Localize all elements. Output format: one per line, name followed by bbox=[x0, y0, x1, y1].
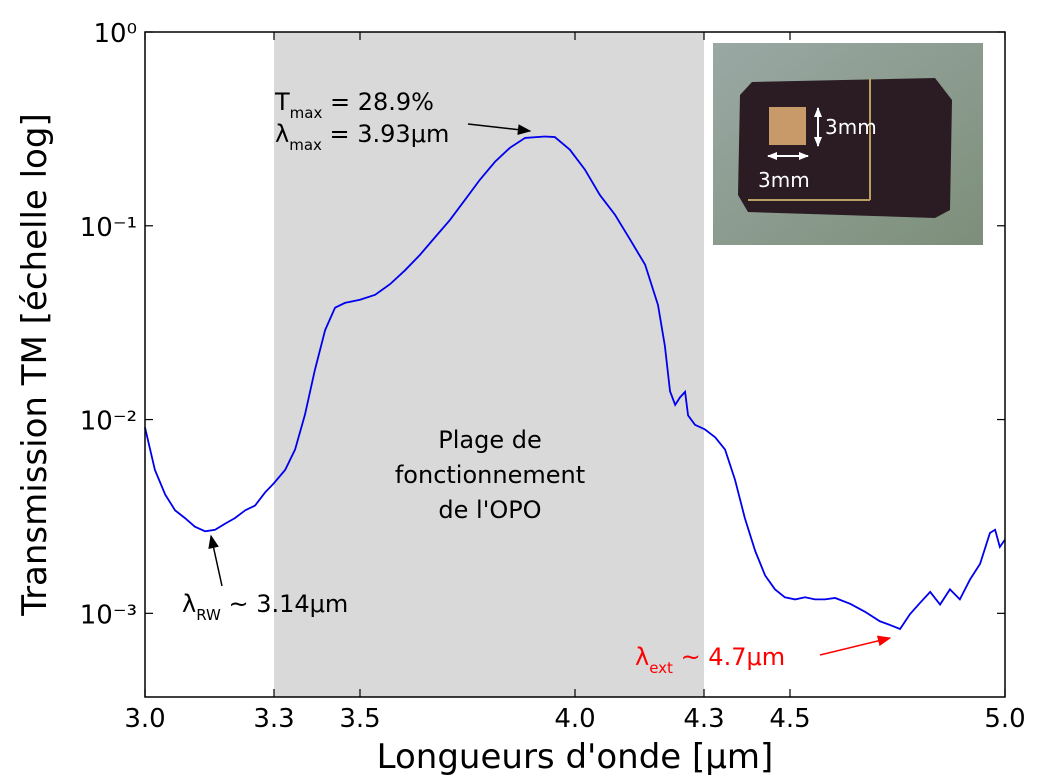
x-axis-label: Longueurs d'onde [μm] bbox=[377, 737, 774, 777]
x-tick-label: 5.0 bbox=[984, 704, 1025, 734]
arrow bbox=[467, 123, 532, 136]
y-tick-label: 10⁻¹ bbox=[80, 213, 137, 243]
subscript: ext bbox=[649, 659, 673, 677]
sample-square bbox=[769, 107, 806, 145]
annotations: Tmax = 28.9% λmax = 3.93μm Plage de fonc… bbox=[182, 43, 983, 677]
text: ~ 4.7μm bbox=[673, 643, 785, 671]
inset-photo: 3mm 3mm bbox=[713, 43, 983, 245]
operating-range bbox=[274, 32, 704, 697]
chip bbox=[738, 78, 952, 218]
symbol: λ bbox=[182, 590, 196, 618]
y-tick-label: 10⁻² bbox=[80, 407, 137, 437]
lext-label: λext ~ 4.7μm bbox=[635, 643, 785, 677]
range-label: fonctionnement bbox=[395, 461, 585, 489]
subscript: RW bbox=[196, 606, 221, 624]
symbol: λ bbox=[635, 643, 649, 671]
x-tick-label: 4.3 bbox=[683, 704, 724, 734]
y-axis-label: Transmission TM [échelle log] bbox=[15, 113, 55, 616]
inset-label: 3mm bbox=[758, 168, 810, 192]
transmission-line bbox=[144, 135, 1006, 631]
y-tick-label: 10⁰ bbox=[93, 19, 137, 49]
x-tick-label: 4.5 bbox=[769, 704, 810, 734]
x-tick-label: 3.5 bbox=[339, 704, 380, 734]
inset-label: 3mm bbox=[825, 115, 877, 139]
y-tick-label: 10⁻³ bbox=[80, 600, 137, 630]
arrow bbox=[819, 635, 892, 656]
range-label: Plage de bbox=[438, 426, 541, 454]
x-tick-label: 3.3 bbox=[253, 704, 294, 734]
subscript: max bbox=[289, 136, 322, 154]
plot-area: 3.0 3.3 3.5 4.0 4.3 4.5 5.0 10⁰ 10⁻¹ 10⁻² 10⁻³ Long… bbox=[15, 19, 1026, 777]
symbol: λ bbox=[275, 120, 289, 148]
text: = 28.9% bbox=[322, 88, 434, 116]
range-label: de l'OPO bbox=[438, 496, 541, 524]
subscript: max bbox=[290, 104, 323, 122]
x-tick-label: 3.0 bbox=[124, 704, 165, 734]
text: = 3.93μm bbox=[322, 120, 449, 148]
lmax-label: λmax = 3.93μm bbox=[275, 120, 449, 154]
arrow bbox=[208, 534, 223, 587]
lrw-label: λRW ~ 3.14μm bbox=[182, 590, 348, 624]
x-tick-label: 4.0 bbox=[554, 704, 595, 734]
symbol: T bbox=[274, 88, 290, 116]
tmax-label: Tmax = 28.9% bbox=[274, 88, 434, 122]
text: ~ 3.14μm bbox=[221, 590, 348, 618]
